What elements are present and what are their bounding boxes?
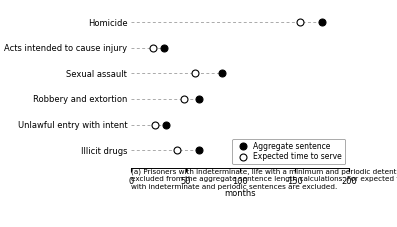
Text: (a) Prisoners with indeterminate, life with a minimum and periodic detention sen: (a) Prisoners with indeterminate, life w… (131, 168, 397, 190)
Legend: Aggregate sentence, Expected time to serve: Aggregate sentence, Expected time to ser… (232, 139, 345, 164)
X-axis label: months: months (224, 189, 256, 198)
